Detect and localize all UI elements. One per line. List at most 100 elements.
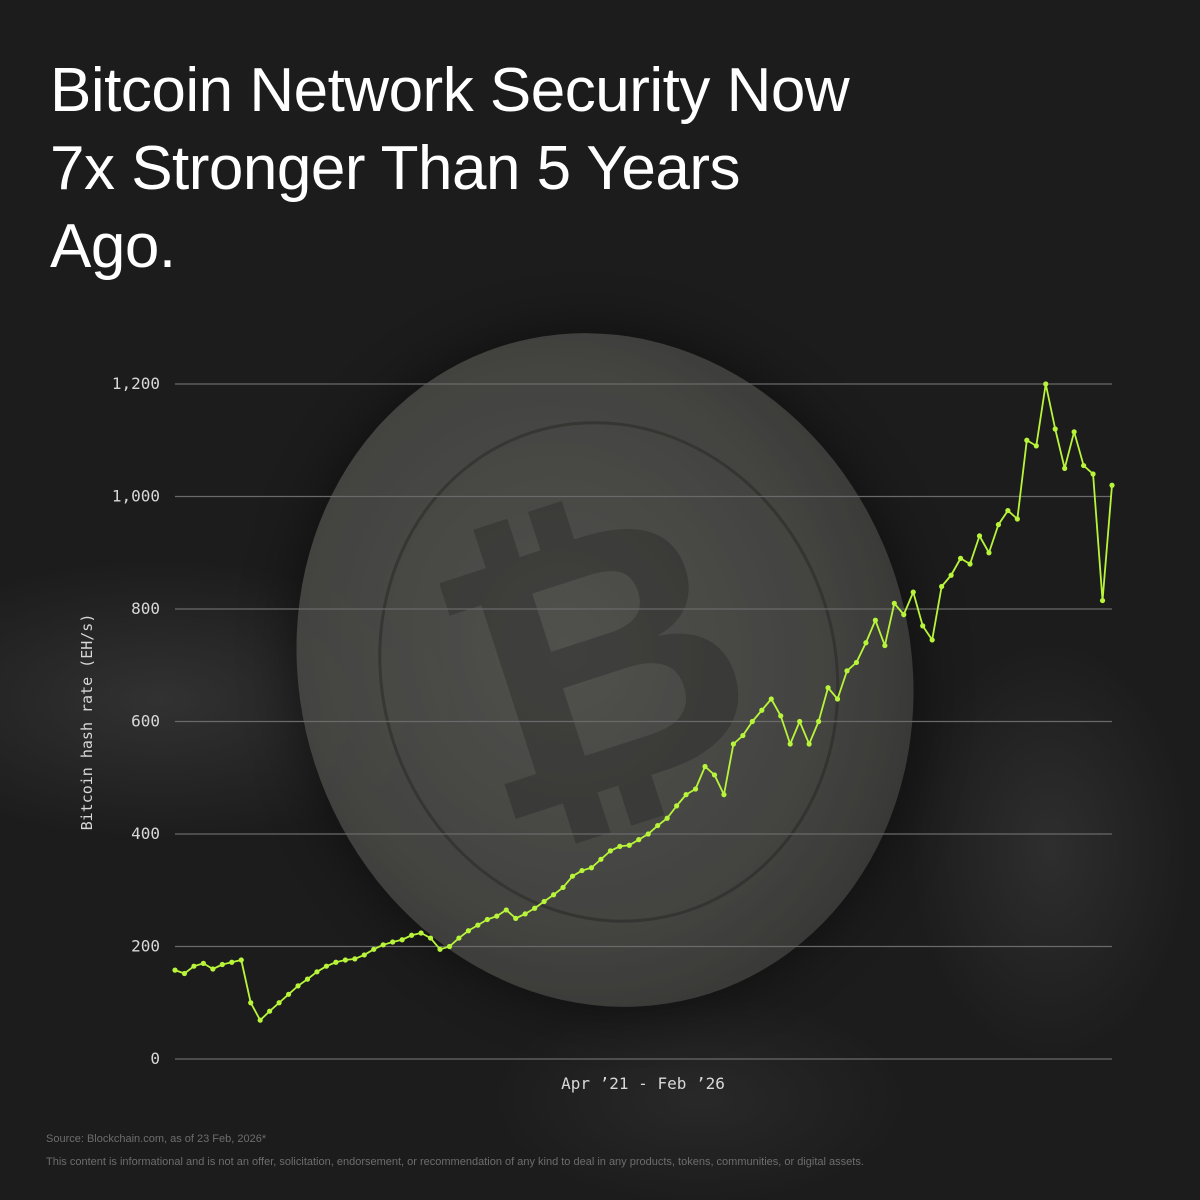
data-point — [579, 867, 585, 874]
data-point — [1090, 471, 1096, 477]
data-point — [872, 617, 878, 623]
data-point — [834, 696, 841, 702]
data-point — [550, 892, 557, 898]
data-point — [333, 959, 339, 965]
data-point — [427, 935, 434, 941]
data-point — [541, 898, 547, 905]
page-title: Bitcoin Network Security Now 7x Stronger… — [50, 56, 850, 281]
data-point — [986, 550, 992, 556]
data-point — [191, 963, 197, 969]
data-point — [910, 589, 916, 595]
data-point — [711, 772, 718, 778]
data-point — [901, 612, 907, 618]
data-point — [1024, 437, 1030, 443]
data-point — [702, 763, 708, 770]
data-point — [787, 741, 793, 747]
data-point — [1014, 516, 1020, 522]
data-point — [1071, 429, 1077, 435]
data-point — [314, 969, 320, 975]
disclaimer: This content is informational and is not… — [46, 1156, 864, 1168]
y-tick-label: 0 — [150, 1049, 160, 1068]
data-point — [844, 668, 850, 674]
source-note: Source: Blockchain.com, as of 23 Feb, 20… — [46, 1133, 267, 1145]
data-point — [276, 1000, 282, 1006]
data-point — [740, 732, 746, 739]
data-point — [759, 707, 765, 713]
data-point — [588, 865, 595, 871]
y-tick-label: 200 — [131, 937, 160, 956]
data-point — [825, 685, 831, 691]
data-point — [342, 957, 348, 963]
data-point — [626, 842, 632, 848]
data-point — [617, 843, 623, 849]
data-point — [390, 939, 396, 945]
data-point — [248, 1000, 254, 1006]
data-point — [484, 916, 490, 923]
data-point — [1005, 507, 1011, 514]
data-point — [304, 976, 311, 982]
data-point — [352, 956, 358, 962]
data-point — [598, 856, 604, 862]
data-point — [1033, 443, 1039, 449]
data-point — [995, 522, 1002, 528]
y-tick-label: 1,200 — [112, 374, 160, 393]
y-tick-label: 800 — [131, 599, 160, 618]
data-point — [721, 792, 727, 798]
data-point — [285, 991, 292, 997]
data-point — [210, 966, 216, 972]
data-point — [948, 572, 954, 578]
data-point — [200, 960, 206, 966]
data-point — [815, 718, 822, 725]
data-point — [967, 561, 973, 567]
data-point — [380, 942, 386, 948]
data-point — [1109, 482, 1115, 488]
data-point — [645, 831, 651, 837]
data-point — [1043, 381, 1049, 387]
data-point — [399, 937, 405, 943]
y-tick-label: 400 — [131, 824, 160, 843]
data-point — [683, 792, 689, 798]
data-point — [730, 741, 737, 747]
hash-rate-line — [174, 383, 1113, 1022]
data-point — [361, 952, 367, 958]
y-tick-label: 1,000 — [112, 487, 160, 506]
data-point — [1062, 465, 1068, 471]
data-point — [257, 1017, 263, 1023]
data-point — [863, 640, 869, 646]
data-point — [456, 935, 462, 941]
data-point — [513, 915, 519, 921]
data-point — [929, 637, 935, 643]
data-point — [806, 741, 812, 747]
data-point — [446, 943, 453, 950]
data-point — [1052, 426, 1058, 432]
data-point — [569, 873, 576, 879]
data-point — [522, 911, 528, 917]
data-point — [560, 884, 566, 891]
data-point — [181, 970, 188, 977]
data-point — [295, 983, 301, 989]
x-axis-label: Apr ’21 - Feb ’26 — [561, 1074, 725, 1093]
data-point — [172, 967, 178, 973]
data-point — [882, 642, 888, 649]
data-point — [636, 837, 642, 843]
data-point — [532, 905, 538, 911]
data-point — [503, 907, 509, 913]
data-point — [323, 963, 330, 969]
data-point — [437, 946, 443, 952]
data-point — [494, 913, 500, 919]
data-point — [749, 718, 755, 725]
data-point — [976, 533, 983, 539]
data-point — [607, 848, 613, 854]
data-point — [797, 718, 803, 725]
data-point — [939, 583, 945, 590]
data-point — [229, 959, 235, 965]
data-point — [238, 957, 244, 963]
data-point — [219, 961, 225, 968]
data-point — [692, 786, 699, 792]
data-point — [465, 928, 472, 934]
data-point — [371, 946, 377, 952]
data-point — [475, 922, 481, 928]
data-point — [1099, 597, 1106, 604]
y-tick-label: 600 — [131, 712, 160, 731]
